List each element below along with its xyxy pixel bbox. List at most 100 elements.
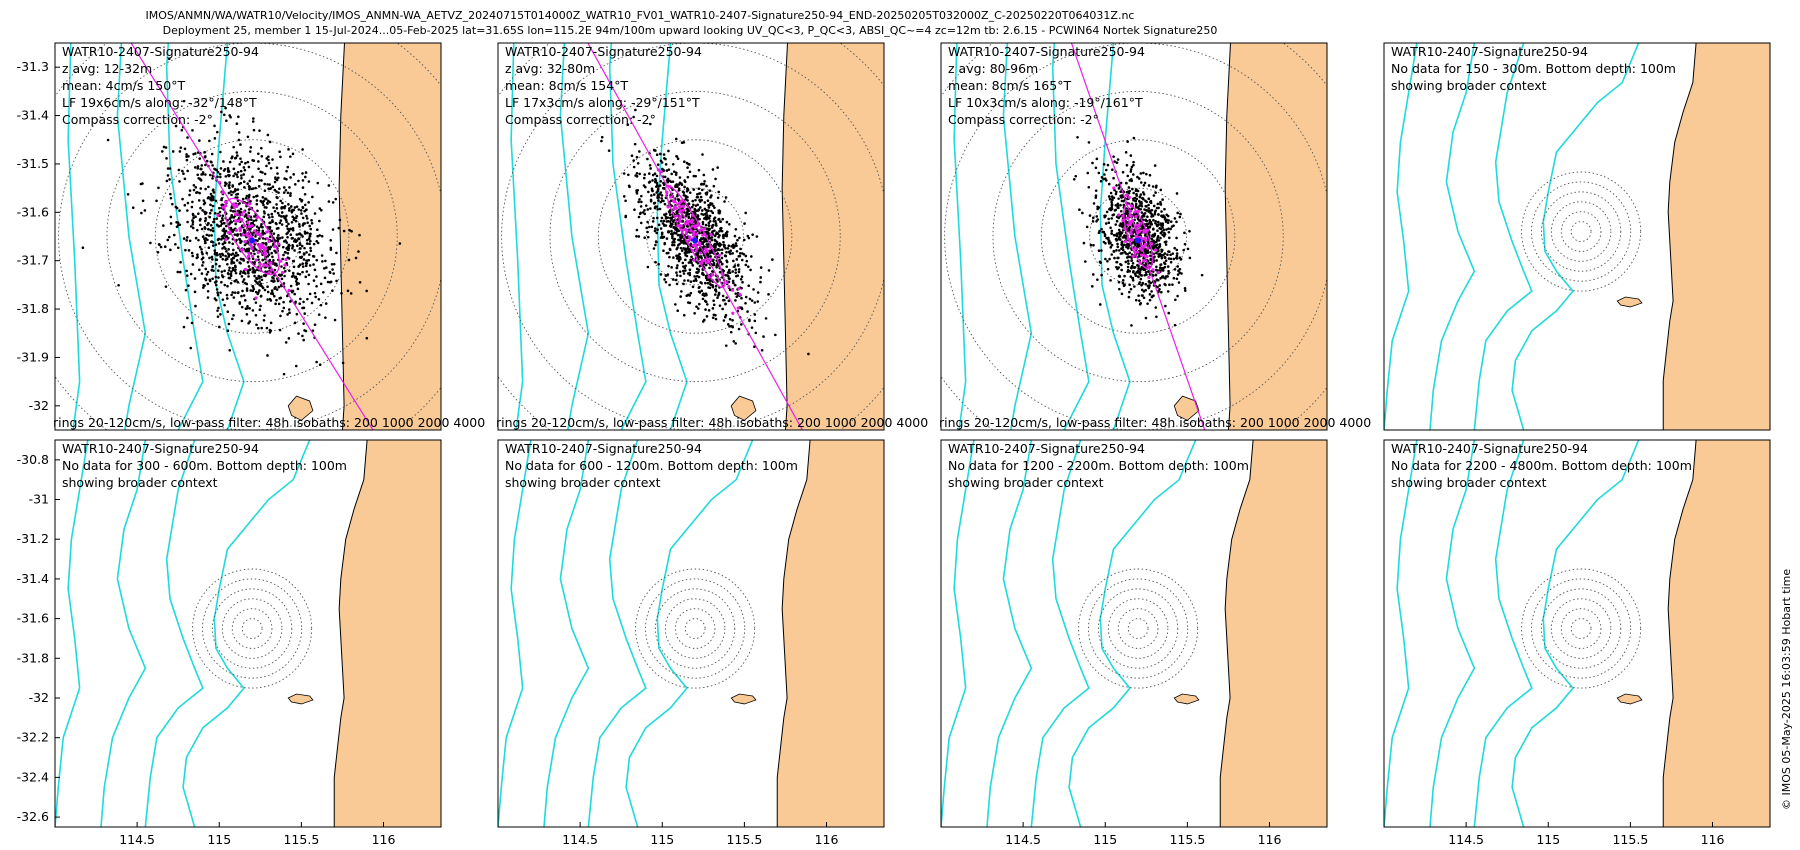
- velocity-point: [635, 190, 639, 194]
- velocity-point: [1144, 271, 1148, 274]
- velocity-point: [197, 212, 200, 215]
- velocity-point: [253, 269, 257, 273]
- velocity-point: [184, 288, 188, 292]
- velocity-point: [1152, 227, 1155, 231]
- velocity-point: [314, 295, 317, 299]
- velocity-point: [278, 297, 281, 300]
- velocity-point: [646, 230, 649, 234]
- velocity-point: [162, 224, 165, 227]
- velocity-point: [225, 119, 228, 122]
- velocity-point: [712, 303, 716, 307]
- velocity-point: [213, 212, 217, 215]
- velocity-point: [668, 283, 671, 287]
- velocity-point: [254, 218, 258, 222]
- x-tick-label: 115.5: [726, 832, 762, 847]
- velocity-point: [678, 270, 682, 273]
- velocity-point: [660, 235, 664, 239]
- velocity-point: [654, 260, 657, 264]
- velocity-point: [287, 222, 290, 226]
- velocity-point: [259, 225, 263, 228]
- lowpass-point: [242, 224, 246, 228]
- velocity-point: [229, 209, 233, 212]
- velocity-point: [274, 239, 278, 242]
- speed-ring: [674, 608, 716, 649]
- velocity-point: [221, 203, 224, 206]
- velocity-point: [278, 328, 282, 332]
- velocity-point: [718, 270, 722, 274]
- velocity-point: [216, 269, 220, 272]
- velocity-point: [676, 264, 679, 267]
- velocity-point: [1176, 294, 1179, 298]
- velocity-point: [282, 191, 286, 194]
- velocity-point: [682, 269, 685, 273]
- velocity-point: [220, 198, 223, 202]
- velocity-point: [304, 175, 307, 179]
- velocity-point: [1147, 203, 1150, 207]
- velocity-point: [1156, 220, 1160, 224]
- velocity-point: [276, 236, 279, 240]
- velocity-point: [166, 238, 170, 242]
- plot-area: [941, 43, 1327, 430]
- velocity-point: [725, 250, 728, 254]
- velocity-point: [204, 267, 208, 271]
- velocity-point: [708, 214, 712, 218]
- velocity-point: [208, 173, 212, 177]
- velocity-point: [1163, 252, 1167, 255]
- velocity-point: [169, 248, 172, 252]
- velocity-point: [161, 150, 164, 153]
- velocity-point: [258, 280, 261, 283]
- velocity-point: [1132, 160, 1135, 164]
- velocity-point: [1107, 221, 1111, 225]
- velocity-point: [309, 227, 313, 231]
- velocity-point: [1138, 195, 1142, 199]
- velocity-point: [1107, 182, 1111, 186]
- y-tick-label: -32: [29, 398, 49, 413]
- velocity-point: [192, 188, 196, 192]
- velocity-point: [233, 254, 237, 257]
- velocity-point: [293, 276, 297, 279]
- velocity-point: [1145, 219, 1149, 223]
- velocity-point: [1131, 261, 1135, 265]
- velocity-point: [716, 166, 719, 169]
- velocity-point: [185, 239, 188, 242]
- velocity-point: [724, 254, 727, 258]
- lowpass-point: [706, 257, 710, 262]
- speed-ring: [1117, 608, 1159, 649]
- isobath-4000: [55, 440, 89, 827]
- velocity-point: [273, 287, 277, 290]
- velocity-point: [1154, 219, 1157, 223]
- velocity-point: [303, 246, 306, 250]
- velocity-point: [1117, 249, 1121, 252]
- velocity-point: [656, 187, 660, 191]
- velocity-point: [736, 238, 739, 242]
- velocity-point: [1147, 210, 1150, 213]
- timestamp-stamp: © IMOS 05-May-2025 16:03:59 Hobart time: [1780, 569, 1793, 810]
- isobath-2000: [1429, 43, 1476, 430]
- velocity-point: [140, 211, 143, 215]
- velocity-point: [691, 285, 695, 289]
- velocity-point: [1163, 240, 1167, 244]
- velocity-point: [1076, 136, 1079, 139]
- velocity-point: [1153, 164, 1157, 167]
- velocity-point: [211, 196, 215, 200]
- lowpass-point: [1131, 254, 1135, 258]
- velocity-point: [234, 187, 237, 191]
- panel-annotation: WATR10-2407-Signature250-94: [505, 441, 702, 456]
- velocity-point: [223, 283, 227, 287]
- velocity-point: [291, 227, 295, 230]
- velocity-point: [680, 290, 683, 293]
- velocity-point: [169, 196, 173, 200]
- velocity-point: [304, 264, 308, 268]
- velocity-point: [726, 274, 729, 277]
- velocity-point: [273, 249, 276, 253]
- velocity-point: [157, 186, 160, 190]
- velocity-point: [261, 201, 265, 205]
- velocity-point: [277, 285, 281, 289]
- velocity-point: [1117, 187, 1121, 190]
- velocity-point: [306, 231, 309, 235]
- velocity-point: [695, 274, 699, 278]
- velocity-point: [1175, 192, 1179, 195]
- velocity-point: [318, 234, 322, 237]
- velocity-point: [1155, 315, 1158, 319]
- lowpass-point: [287, 288, 291, 292]
